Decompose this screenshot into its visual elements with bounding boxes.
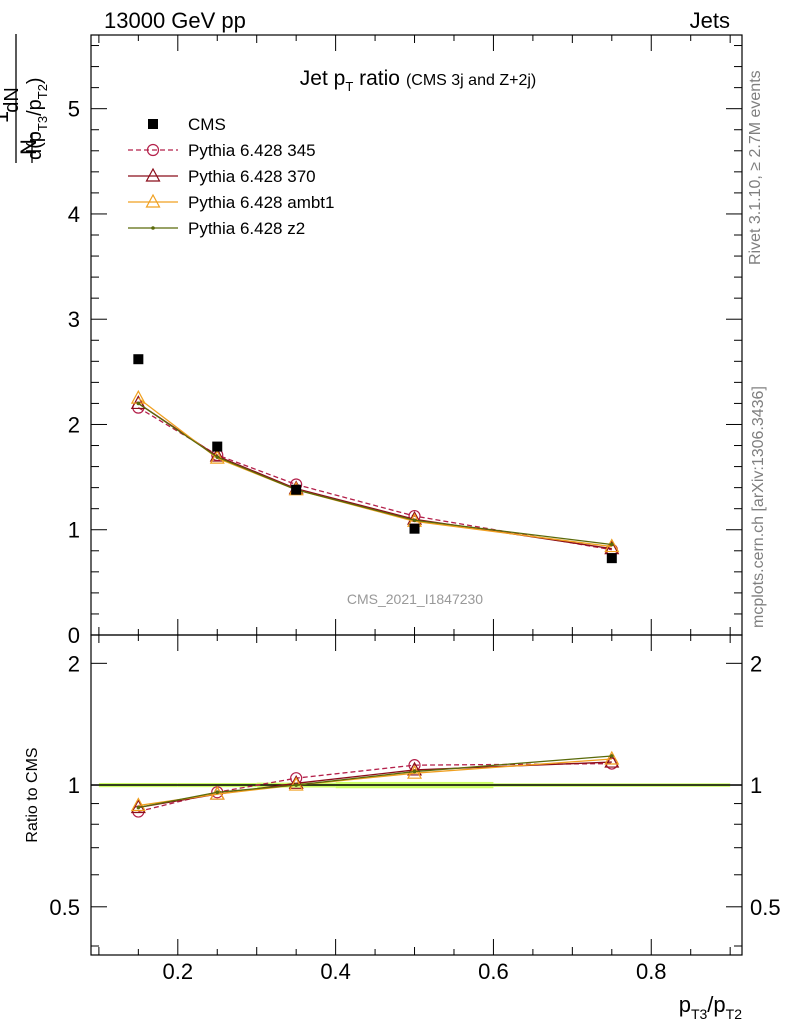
analysis-id: CMS_2021_I1847230	[347, 591, 483, 607]
main-series-line	[137, 402, 612, 550]
y-tick-label: 5	[68, 97, 80, 122]
ticks-layer: 0.2 0.4 0.6 0.8 0 1 2 3 4 5 0.5 0.5 1 1 2 2	[49, 35, 781, 984]
legend-marker	[145, 167, 161, 182]
legend-marker	[148, 119, 158, 129]
ratio-series-point	[604, 753, 620, 768]
legend: CMS Pythia 6.428 345 Pythia 6.428 370 Pythi…	[128, 115, 334, 238]
legend-marker	[146, 143, 160, 157]
legend-label: Pythia 6.428 ambt1	[188, 193, 334, 212]
legend-item: CMS	[148, 115, 226, 134]
legend-label: Pythia 6.428 345	[188, 141, 316, 160]
main-series-mc370	[130, 395, 620, 555]
x-axis-label: pT3/pT2	[679, 992, 743, 1022]
ratio-series-point	[610, 754, 614, 758]
main-series-z2	[136, 401, 614, 547]
legend-item: Pythia 6.428 370	[128, 167, 316, 186]
ratio-tick-label-right: 2	[750, 651, 762, 676]
svg-text:1: 1	[0, 111, 13, 123]
header-process: Jets	[690, 8, 730, 33]
legend-marker	[145, 193, 161, 208]
ratio-frame	[90, 634, 743, 956]
main-series-point	[610, 542, 614, 547]
mcplots-label: mcplots.cern.ch [arXiv:1306.3436]	[750, 386, 767, 628]
svg-text:dN: dN	[1, 87, 23, 113]
ratio-series-point	[407, 761, 423, 776]
main-series-point	[606, 553, 617, 564]
main-series-data	[133, 354, 617, 564]
x-tick-label: 0.2	[163, 959, 194, 984]
main-y-label-den: d(pT3/pT2)	[24, 77, 50, 160]
y-tick-label: 4	[68, 202, 80, 227]
legend-item: Pythia 6.428 ambt1	[128, 193, 334, 212]
ratio-tick-label: 1	[68, 773, 80, 798]
ratio-series-point	[294, 783, 298, 787]
ratio-tick-label: 2	[68, 651, 80, 676]
main-series-point	[209, 449, 225, 464]
main-series-point	[130, 395, 146, 410]
main-series-line	[137, 402, 612, 546]
legend-item: Pythia 6.428 345	[128, 141, 316, 160]
main-series-point	[291, 484, 302, 495]
main-series-point	[215, 455, 220, 459]
y-tick-label: 3	[68, 307, 80, 332]
ratio-tick-label: 0.5	[49, 895, 80, 920]
ratio-series-point	[412, 769, 417, 774]
ratio-series-point	[130, 797, 146, 812]
main-series-line	[137, 397, 612, 548]
ratio-series-point	[288, 775, 304, 789]
ratio-tick-label-right: 0.5	[750, 895, 781, 920]
main-series-point	[409, 523, 420, 534]
x-tick-label: 0.6	[478, 959, 509, 984]
legend-item: Pythia 6.428 z2	[128, 219, 305, 238]
legend-label: Pythia 6.428 z2	[188, 219, 305, 238]
header-energy: 13000 GeV pp	[104, 8, 246, 33]
ratio-series-point	[136, 805, 141, 810]
ratio-y-label: Ratio to CMS	[24, 747, 41, 842]
legend-label: CMS	[188, 115, 226, 134]
y-tick-label: 0	[68, 623, 80, 648]
main-series-point	[212, 441, 223, 452]
x-tick-label: 0.8	[636, 959, 667, 984]
main-series-point	[133, 354, 144, 365]
ratio-series-point	[604, 750, 620, 765]
legend-label: Pythia 6.428 370	[188, 167, 316, 186]
ratio-band	[91, 781, 742, 789]
rivet-label: Rivet 3.1.10, ≥ 2.7M events	[747, 70, 764, 265]
ratio-series-z2	[136, 754, 614, 810]
y-tick-label: 1	[68, 518, 80, 543]
legend-marker	[151, 226, 155, 230]
main-y-label: 1 N dN d(pT3/pT2)	[0, 34, 50, 163]
main-series-mc345	[132, 401, 618, 556]
ratio-tick-label-right: 1	[750, 773, 762, 798]
y-tick-label: 2	[68, 412, 80, 437]
main-series-line	[138, 407, 612, 551]
main-title: Jet pT ratio (CMS 3j and Z+2j)	[300, 67, 536, 94]
main-series-ambt1	[130, 389, 620, 553]
svg-text:N: N	[16, 139, 41, 155]
main-series-point	[412, 518, 417, 523]
series-layer	[130, 354, 620, 818]
main-series-point	[136, 401, 141, 406]
main-series-point	[604, 538, 620, 553]
ratio-series-point	[215, 790, 220, 795]
x-tick-label: 0.4	[320, 959, 351, 984]
